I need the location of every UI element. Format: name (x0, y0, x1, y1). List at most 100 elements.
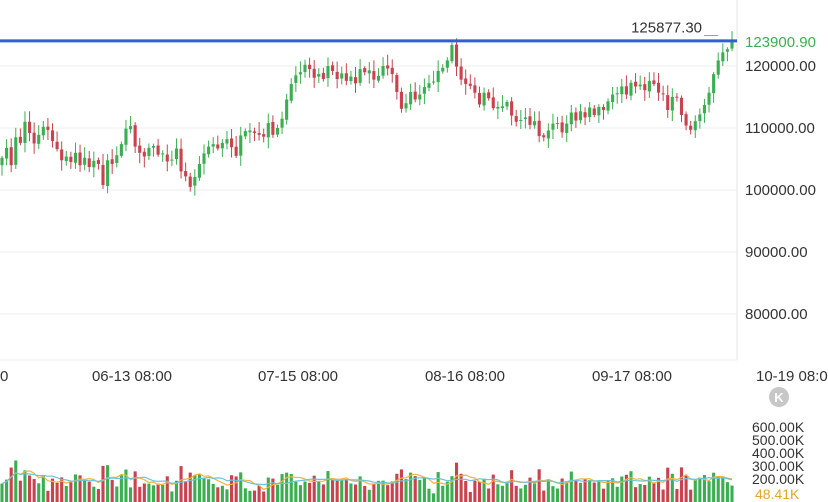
candle-body (432, 81, 436, 83)
volume-bar (450, 476, 454, 502)
volume-bar (280, 474, 284, 502)
candle-body (87, 158, 91, 168)
candle-body (335, 71, 339, 80)
candle-body (96, 160, 100, 164)
volume-bar (239, 472, 243, 502)
volume-bar (477, 481, 482, 502)
candle-body (367, 70, 371, 74)
candle-body (574, 112, 578, 121)
volume-bar (174, 480, 179, 502)
candle-body (165, 154, 169, 162)
volume-bar (363, 486, 367, 502)
candlestick-series (0, 31, 734, 196)
k-badge[interactable]: K (769, 387, 789, 407)
candle-body (151, 145, 156, 148)
volume-axis: 600.00K 500.00K 400.00K 300.00K 200.00K … (752, 419, 805, 502)
volume-bar (151, 485, 156, 502)
candle-body (106, 160, 110, 186)
candle-body (725, 49, 729, 52)
volume-bar (537, 469, 541, 502)
x-tick-label: 0 (0, 368, 8, 385)
candle-body (514, 116, 518, 122)
volume-bar (578, 482, 583, 502)
candle-body (289, 83, 293, 101)
candle-body (64, 156, 68, 162)
volume-bar (643, 484, 647, 502)
volume-bar (381, 480, 385, 502)
y-tick-label: 120000.00 (745, 58, 816, 75)
candle-body (597, 106, 601, 116)
volume-bar (716, 476, 720, 502)
volume-bar (353, 484, 358, 502)
volume-bar (689, 489, 693, 502)
volume-tick-label: 200.00K (752, 471, 805, 487)
candle-body (496, 106, 500, 109)
candle-body (9, 147, 13, 166)
volume-bar (555, 488, 560, 502)
candle-body (578, 111, 583, 121)
volume-bar (358, 476, 362, 502)
volume-bar (92, 486, 96, 502)
volume-bar (514, 485, 518, 502)
candle-body (252, 131, 257, 133)
candle-body (620, 86, 624, 95)
volume-bar (115, 486, 119, 502)
candle-body (83, 157, 87, 165)
candle-body (46, 126, 50, 130)
high-marker: 125877.30 (631, 20, 719, 37)
volume-bar (597, 481, 601, 502)
x-tick-label: 08-16 08:00 (425, 368, 505, 385)
candle-body (5, 147, 9, 159)
volume-bar (560, 478, 564, 502)
time-axis: 0 06-13 08:00 07-15 08:00 08-16 08:00 09… (0, 368, 828, 385)
candle-body (14, 137, 18, 165)
volume-bar (165, 476, 169, 502)
candle-body (179, 148, 183, 172)
candle-body (78, 152, 82, 166)
candle-body (666, 95, 670, 111)
volume-bar (505, 481, 509, 502)
candle-body (349, 76, 353, 82)
candle-body (404, 103, 408, 109)
candle-body (321, 72, 325, 80)
volume-bar (565, 481, 569, 502)
volume-bar (721, 478, 725, 502)
volume-bar (528, 477, 532, 502)
candle-body (275, 128, 280, 135)
volume-bar (234, 476, 238, 502)
volume-bar (523, 484, 527, 502)
candle-body (390, 67, 394, 75)
volume-bar (184, 481, 188, 502)
candle-body (675, 96, 679, 98)
x-tick-label: 10-19 08:0 (756, 368, 828, 385)
volume-tick-label: 300.00K (752, 458, 805, 474)
volume-bar (712, 472, 716, 502)
volume-bar (473, 480, 477, 502)
volume-bar (491, 474, 495, 502)
volume-bar (275, 484, 280, 502)
volume-bar (262, 491, 266, 502)
last-price-label: 123900.90 (745, 34, 816, 51)
volume-bar (128, 487, 133, 502)
volume-bar (340, 479, 344, 502)
volume-bar (344, 478, 348, 502)
volume-bar (220, 485, 224, 502)
volume-bar (629, 471, 633, 502)
candle-body (698, 114, 702, 122)
volume-bar (445, 481, 449, 502)
candle-body (670, 97, 674, 111)
volume-bar (60, 477, 64, 502)
candle-body (693, 121, 697, 131)
candle-body (601, 107, 606, 111)
volume-bar (510, 470, 514, 502)
volume-bar (487, 488, 491, 502)
volume-bar (23, 470, 27, 502)
volume-bar (367, 489, 371, 502)
volume-tick-label: 500.00K (752, 432, 805, 448)
candle-body (464, 78, 468, 84)
volume-bar (376, 480, 381, 502)
candle-body (133, 125, 137, 147)
volume-bar (179, 466, 183, 502)
